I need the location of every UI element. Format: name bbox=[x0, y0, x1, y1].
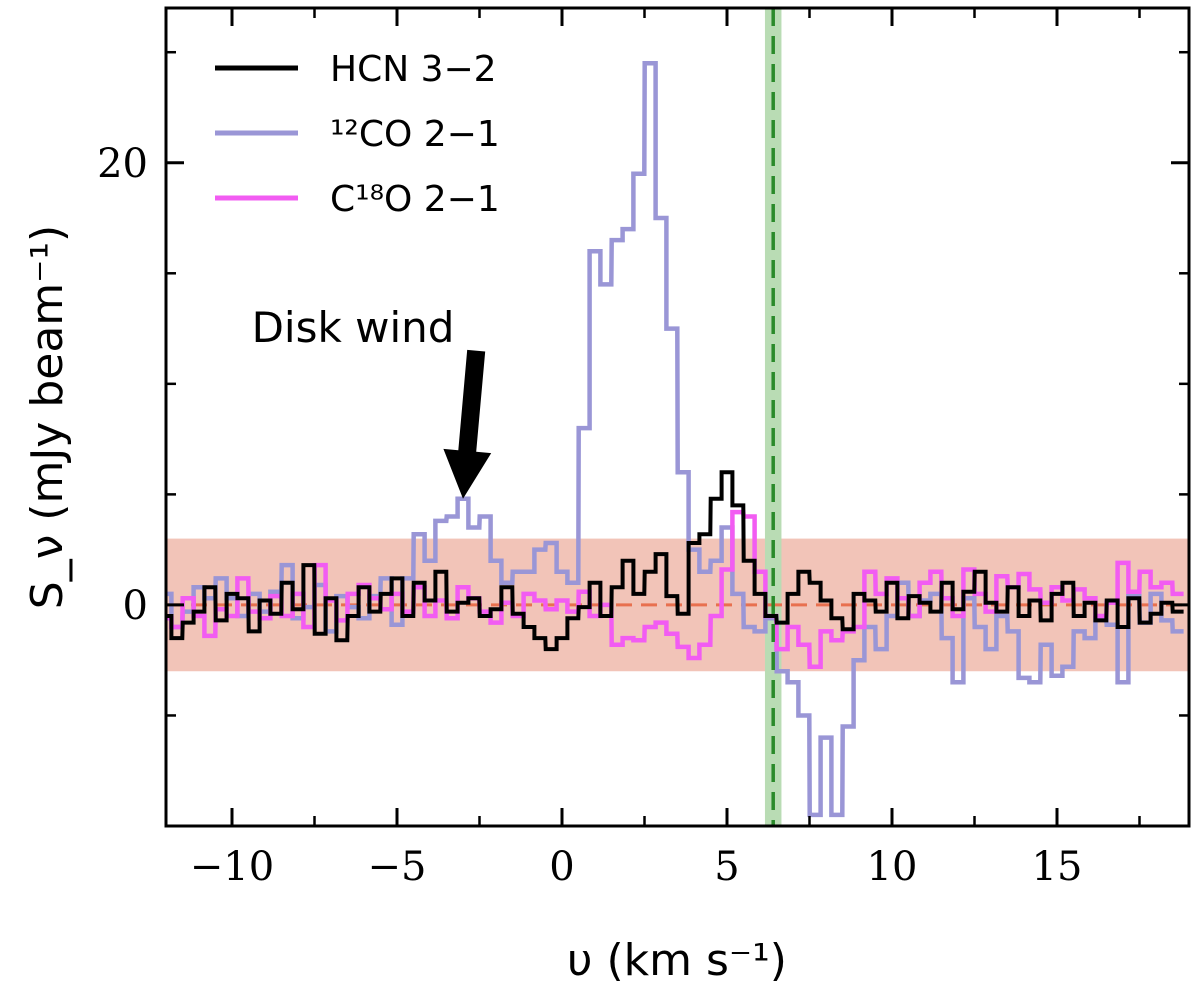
x-tick-label: 15 bbox=[1032, 844, 1083, 890]
x-tick-label: 5 bbox=[714, 844, 739, 890]
legend-label-c18o: C¹⁸O 2−1 bbox=[330, 179, 500, 220]
axis-ticks: −10 −5 0 5 10 15 0 20 bbox=[97, 8, 1189, 890]
y-axis-label: S_ν (mJy beam⁻¹) bbox=[22, 225, 73, 609]
x-tick-label: 0 bbox=[549, 844, 574, 890]
plot-frame bbox=[164, 6, 1191, 828]
x-tick-label: 10 bbox=[867, 844, 918, 890]
x-tick-label: −10 bbox=[190, 844, 274, 890]
series-line-12co bbox=[166, 61, 1184, 818]
x-tick-label: −5 bbox=[368, 844, 427, 890]
series-layer bbox=[166, 61, 1189, 818]
annotation-arrow bbox=[443, 349, 492, 499]
legend: HCN 3−2 ¹²CO 2−1 C¹⁸O 2−1 bbox=[215, 49, 500, 220]
annotation-text: Disk wind bbox=[252, 303, 455, 352]
legend-label-hcn: HCN 3−2 bbox=[330, 49, 497, 90]
disk-wind-annotation: Disk wind bbox=[252, 303, 492, 499]
series-line-hcn bbox=[166, 470, 1184, 652]
y-tick-label: 20 bbox=[97, 141, 148, 187]
legend-label-12co: ¹²CO 2−1 bbox=[330, 114, 500, 155]
y-tick-label: 0 bbox=[123, 583, 148, 629]
x-axis-label: υ (km s⁻¹) bbox=[567, 935, 787, 986]
